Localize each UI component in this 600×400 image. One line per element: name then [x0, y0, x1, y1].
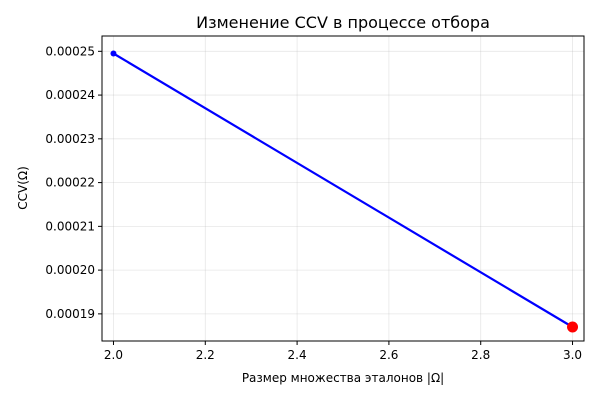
x-tick-label: 2.8 — [471, 348, 490, 362]
y-tick-label: 0.00025 — [45, 44, 95, 58]
highlight-point — [567, 321, 579, 333]
x-tick-label: 2.0 — [104, 348, 123, 362]
chart-title: Изменение CCV в процессе отбора — [196, 13, 490, 32]
y-tick-label: 0.00024 — [45, 88, 95, 102]
series — [110, 50, 579, 333]
y-axis-ticks: 0.00019 0.00020 0.00021 0.00022 0.00023 0.000… — [45, 44, 102, 321]
y-tick-label: 0.00023 — [45, 132, 95, 146]
x-tick-label: 2.6 — [379, 348, 398, 362]
x-axis-ticks: 2.0 2.2 2.4 2.6 2.8 3.0 — [104, 341, 582, 362]
plot-frame — [101, 35, 585, 342]
series-line — [112, 52, 574, 329]
data-point — [110, 50, 117, 57]
y-tick-label: 0.00020 — [45, 263, 95, 277]
y-axis-label: CCV(Ω) — [16, 166, 30, 210]
x-tick-label: 2.4 — [288, 348, 307, 362]
x-tick-label: 3.0 — [563, 348, 582, 362]
y-tick-label: 0.00021 — [45, 219, 95, 233]
y-tick-label: 0.00019 — [45, 307, 95, 321]
x-tick-label: 2.2 — [196, 348, 215, 362]
x-axis-label: Размер множества эталонов |Ω| — [242, 371, 444, 385]
y-tick-label: 0.00022 — [45, 176, 95, 190]
